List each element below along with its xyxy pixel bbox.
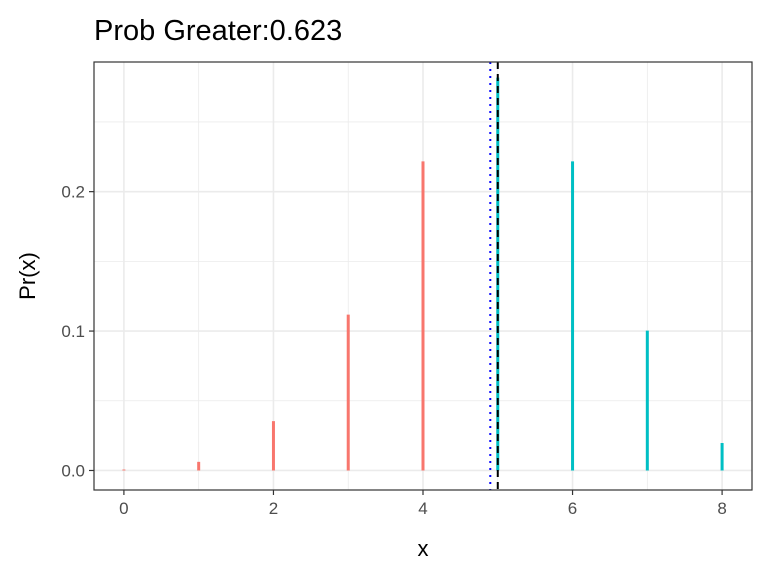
axis-ticks: 0 2 4 6 8 0.0 0.1 0.2 bbox=[61, 183, 726, 518]
y-tick-label: 0.1 bbox=[61, 322, 85, 341]
y-axis-title: Pr(x) bbox=[15, 252, 40, 300]
bars bbox=[122, 77, 724, 471]
x-tick-label: 4 bbox=[418, 499, 427, 518]
x-axis-title: x bbox=[418, 536, 429, 561]
y-tick-label: 0.2 bbox=[61, 183, 85, 202]
x-tick-label: 0 bbox=[119, 499, 128, 518]
x-tick-label: 6 bbox=[568, 499, 577, 518]
x-tick-label: 8 bbox=[717, 499, 726, 518]
reference-lines bbox=[489, 62, 499, 490]
x-tick-label: 2 bbox=[269, 499, 278, 518]
y-tick-label: 0.0 bbox=[61, 461, 85, 480]
chart-title: Prob Greater:0.623 bbox=[94, 15, 342, 47]
